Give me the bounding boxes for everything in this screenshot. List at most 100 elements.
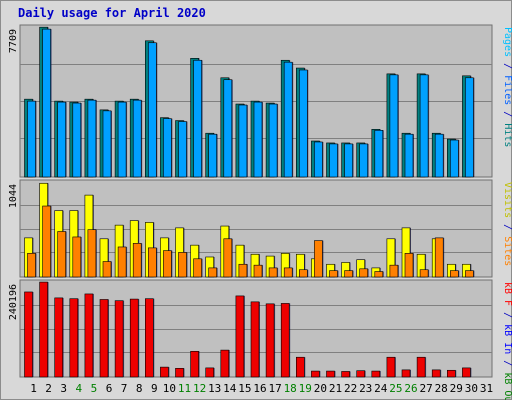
kbf-bar	[54, 297, 64, 378]
files-bar	[223, 79, 233, 178]
sites-bar	[223, 238, 233, 278]
legend-segment: Files	[502, 75, 512, 105]
files-bar	[404, 133, 414, 178]
files-bar	[465, 77, 474, 178]
chart-title: Daily usage for April 2020	[18, 6, 206, 20]
kbf-bar	[250, 301, 260, 378]
sites-bar	[374, 271, 384, 278]
kbf-bar	[265, 303, 275, 378]
kbf-bar	[84, 293, 94, 378]
kbf-bar	[69, 298, 79, 378]
x-tick-label-day-14: 14	[223, 382, 237, 395]
legend-segment: Visits	[502, 182, 512, 218]
files-bar	[344, 143, 353, 178]
x-tick-label-day-21: 21	[329, 382, 342, 395]
sites-bar	[314, 240, 323, 278]
y-max-label-1: 7709	[8, 29, 19, 53]
sites-bar	[283, 267, 293, 278]
kbf-bar	[326, 370, 335, 378]
files-bar	[449, 139, 459, 178]
files-bar	[178, 121, 187, 178]
legend-label-2: Visits / Sites	[502, 182, 512, 266]
x-tick-label-day-7: 7	[121, 382, 128, 395]
legend-segment: /	[502, 306, 512, 324]
files-bar	[208, 133, 217, 178]
kbf-bar	[295, 356, 305, 378]
files-bar	[374, 130, 384, 178]
x-tick-label-day-5: 5	[91, 382, 98, 395]
sites-bar	[72, 236, 82, 278]
x-tick-label-day-3: 3	[60, 382, 67, 395]
legend-segment: /	[502, 57, 512, 75]
x-tick-label-day-29: 29	[450, 382, 463, 395]
files-bar	[148, 42, 157, 178]
files-bar	[27, 100, 36, 178]
kbf-bar	[371, 370, 381, 378]
legend-segment: Sites	[502, 236, 512, 266]
sites-bar	[419, 269, 429, 278]
kbf-bar	[175, 367, 184, 378]
x-tick-label-day-26: 26	[404, 382, 417, 395]
kbf-bar	[431, 369, 441, 378]
x-tick-label-day-27: 27	[419, 382, 432, 395]
sites-bar	[298, 269, 308, 278]
kbf-bar	[190, 350, 199, 378]
sites-bar	[87, 229, 97, 278]
files-bar	[238, 104, 248, 178]
sites-bar	[238, 263, 248, 278]
sites-bar	[404, 253, 414, 278]
kbf-bar	[205, 367, 214, 378]
legend-label-3: kB F / kB In / kB Out	[502, 282, 512, 400]
kbf-bar	[220, 349, 230, 378]
files-bar	[102, 110, 112, 178]
kbf-bar	[129, 298, 139, 378]
files-bar	[268, 103, 278, 178]
x-tick-label-day-12: 12	[193, 382, 206, 395]
x-tick-label-day-8: 8	[136, 382, 143, 395]
kbf-bar	[99, 299, 109, 378]
x-tick-label-day-17: 17	[268, 382, 281, 395]
files-bar	[359, 143, 369, 178]
sites-bar	[148, 247, 157, 278]
kbf-bar	[311, 370, 320, 378]
x-tick-label-day-6: 6	[106, 382, 113, 395]
x-tick-label-day-10: 10	[163, 382, 176, 395]
sites-bar	[329, 270, 338, 278]
legend-segment: kB F	[502, 282, 512, 306]
files-bar	[117, 101, 127, 178]
files-bar	[132, 99, 142, 178]
legend-segment: kB Out	[502, 372, 512, 400]
files-bar	[57, 101, 67, 178]
x-tick-label-day-1: 1	[30, 382, 37, 395]
sites-bar	[344, 270, 353, 278]
sites-bar	[253, 264, 263, 278]
sites-bar	[132, 243, 142, 278]
x-tick-label-day-23: 23	[359, 382, 372, 395]
sites-bar	[178, 252, 187, 278]
kbf-bar	[341, 371, 350, 378]
sites-bar	[465, 270, 474, 278]
x-tick-label-day-22: 22	[344, 382, 357, 395]
kbf-bar	[446, 369, 456, 378]
sites-bar	[449, 270, 459, 278]
files-bar	[163, 118, 172, 178]
files-bar	[193, 59, 202, 178]
sites-bar	[193, 258, 202, 278]
files-bar	[253, 101, 263, 178]
sites-bar	[117, 246, 127, 278]
sites-bar	[268, 267, 278, 278]
kbf-bar	[356, 370, 366, 378]
sites-bar	[42, 205, 51, 278]
sites-bar	[389, 264, 399, 278]
kbf-bar	[235, 295, 245, 378]
x-tick-label-day-20: 20	[314, 382, 327, 395]
y-max-label-3: 240196	[8, 284, 19, 320]
sites-bar	[57, 231, 67, 278]
x-tick-label-day-16: 16	[253, 382, 266, 395]
x-tick-label-day-18: 18	[284, 382, 297, 395]
files-bar	[314, 141, 323, 178]
x-tick-label-day-25: 25	[389, 382, 402, 395]
legend-segment: Pages	[502, 27, 512, 57]
sites-bar	[27, 253, 36, 278]
